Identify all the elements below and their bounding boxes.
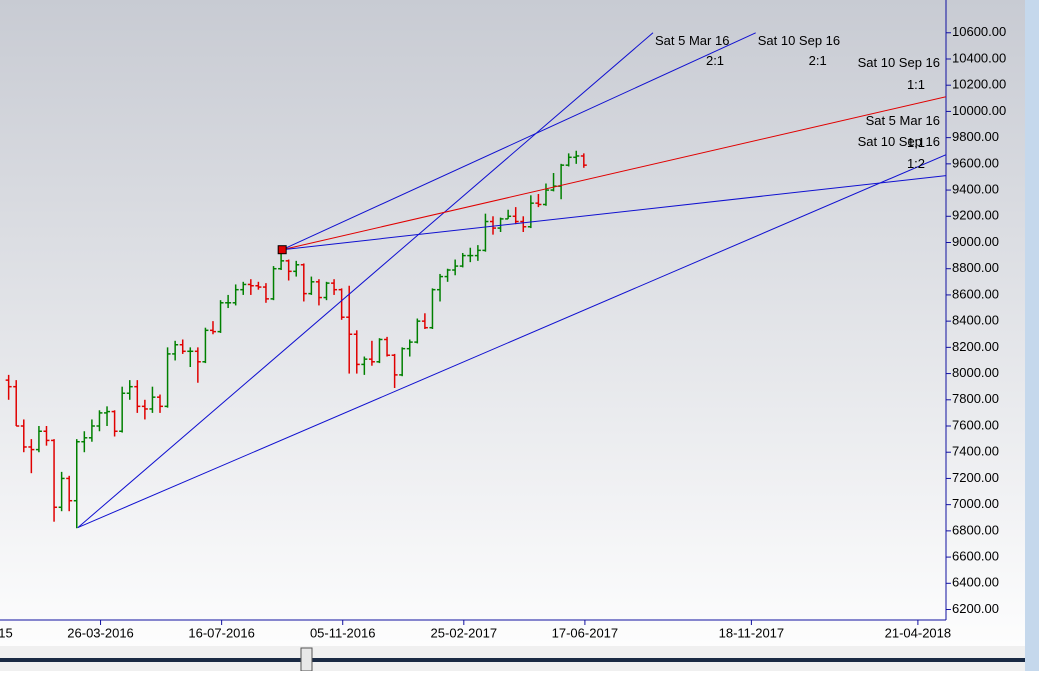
y-tick-label: 7800.00	[952, 391, 999, 406]
fan-origin-label: Sat 5 Mar 16	[866, 113, 940, 128]
x-tick-label: 18-11-2017	[719, 625, 785, 640]
y-tick-label: 6800.00	[952, 522, 999, 537]
fan-origin-label: Sat 10 Sep 16	[858, 134, 940, 149]
y-tick-label: 8800.00	[952, 260, 999, 275]
y-tick-label: 9800.00	[952, 129, 999, 144]
x-tick-label: 26-03-2016	[67, 625, 134, 640]
y-tick-label: 7200.00	[952, 470, 999, 485]
fan-line	[282, 96, 946, 251]
y-tick-label: 7000.00	[952, 496, 999, 511]
fan-line	[77, 154, 946, 529]
scroll-thumb[interactable]	[300, 647, 313, 672]
window-frame	[1025, 0, 1039, 671]
x-tick-label: 16-07-2016	[188, 625, 255, 640]
y-tick-label: 7400.00	[952, 444, 999, 459]
y-tick-label: 6200.00	[952, 601, 999, 616]
fan-origin-label: Sat 10 Sep 16	[758, 33, 840, 48]
plot-area	[5, 32, 946, 529]
y-tick-label: 10200.00	[952, 77, 1006, 92]
fan-ratio-label: 2:1	[706, 53, 724, 68]
y-tick-label: 9400.00	[952, 182, 999, 197]
y-tick-label: 8200.00	[952, 339, 999, 354]
y-tick-label: 8600.00	[952, 286, 999, 301]
fan-line	[282, 175, 946, 251]
fan-ratio-label: 2:1	[809, 53, 827, 68]
y-tick-label: 9000.00	[952, 234, 999, 249]
x-tick-label: 05-11-2016	[310, 625, 376, 640]
y-tick-label: 6600.00	[952, 549, 999, 564]
fan-origin-label: Sat 5 Mar 16	[655, 33, 729, 48]
fan-ratio-label: 1:1	[907, 77, 925, 92]
x-tick-label: 17-06-2017	[552, 625, 619, 640]
x-tick-label: 05-12-2015	[0, 625, 13, 640]
fan-ratio-label: 1:1	[907, 135, 925, 150]
fan-line	[77, 32, 654, 528]
y-tick-label: 10400.00	[952, 50, 1006, 65]
fan-ratio-label: 1:2	[907, 156, 925, 171]
y-tick-label: 8400.00	[952, 313, 999, 328]
y-tick-label: 9200.00	[952, 208, 999, 223]
y-tick-label: 10600.00	[952, 24, 1006, 39]
y-tick-label: 10000.00	[952, 103, 1006, 118]
y-tick-label: 8000.00	[952, 365, 999, 380]
fan-origin-label: Sat 10 Sep 16	[858, 55, 940, 70]
fan-origin-marker	[277, 245, 287, 255]
y-tick-label: 6400.00	[952, 575, 999, 590]
x-tick-label: 21-04-2018	[885, 625, 952, 640]
y-tick-label: 9600.00	[952, 155, 999, 170]
x-tick-label: 25-02-2017	[431, 625, 498, 640]
y-tick-label: 7600.00	[952, 417, 999, 432]
fan-line	[281, 32, 756, 251]
